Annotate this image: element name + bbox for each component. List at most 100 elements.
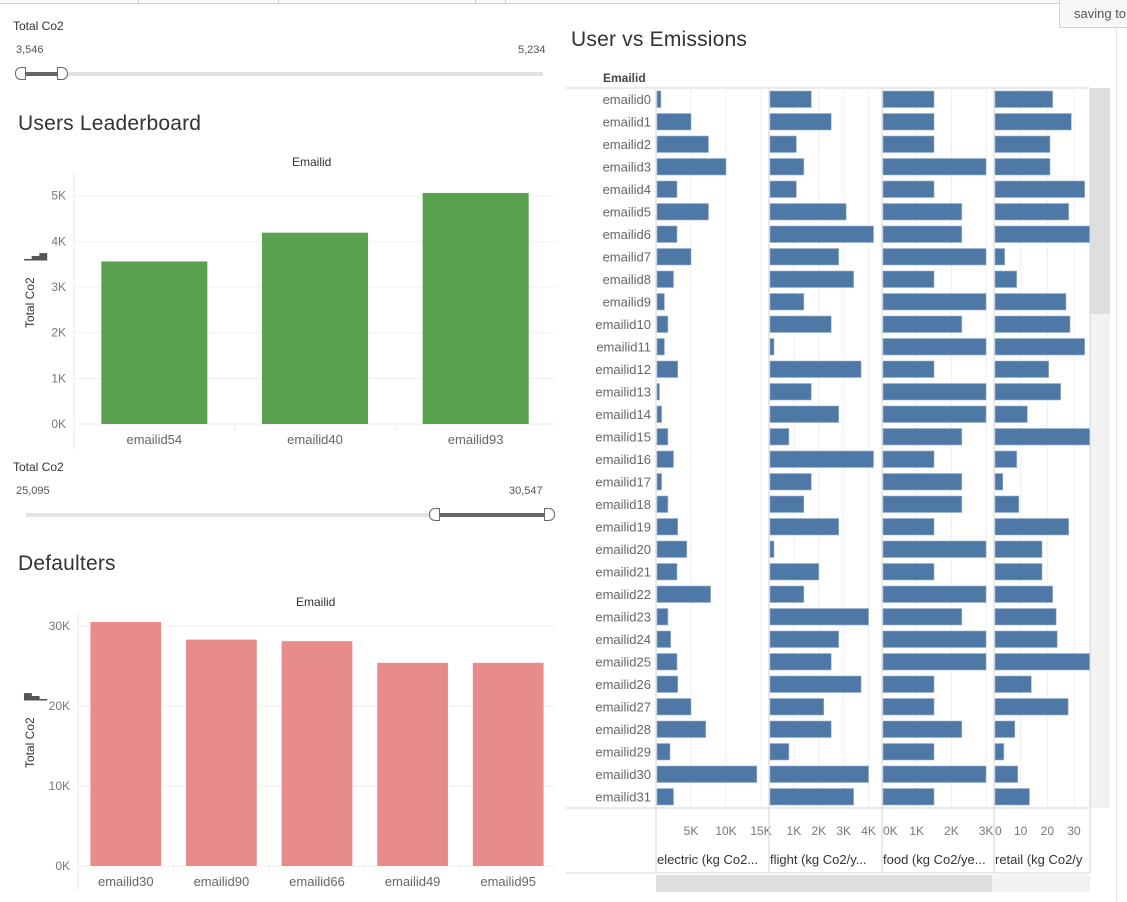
bar-emailid27-0 — [656, 698, 692, 716]
range-slider-track[interactable] — [20, 72, 543, 76]
x-tick-label: 30 — [1067, 824, 1081, 838]
bar-emailid10-3 — [994, 315, 1071, 333]
bar-emailid31-0 — [656, 788, 674, 806]
x-tick-label: emailid66 — [289, 874, 345, 889]
defaulters-chart: 0K 10K 20K 30K emailid30 emailid90 emailid66 em… — [49, 612, 556, 891]
row-label: emailid22 — [595, 587, 651, 602]
x-tick-label: 2K — [944, 824, 959, 838]
bar-emailid19-3 — [994, 518, 1069, 536]
toolbar-divider — [505, 0, 506, 4]
bar-emailid9-2 — [882, 293, 987, 311]
bar-emailid11-2 — [882, 338, 987, 356]
defaulters-title: Defaulters — [18, 552, 116, 575]
bar-emailid31-3 — [994, 788, 1030, 806]
bar-emailid15-3 — [994, 428, 1091, 446]
y-tick-label: 0K — [55, 859, 70, 873]
bar-emailid16-1 — [769, 450, 874, 468]
x-tick-label: emailid90 — [194, 874, 250, 889]
bar-emailid18-0 — [656, 495, 669, 513]
bar-emailid20-0 — [656, 540, 688, 558]
bar-emailid3-0 — [656, 158, 727, 176]
user-vs-emissions-title: User vs Emissions — [571, 28, 748, 51]
range-slider-track[interactable] — [26, 513, 549, 517]
bar-emailid2-2 — [882, 135, 935, 153]
x-tick-label: 1K — [909, 824, 924, 838]
bar-emailid8-0 — [656, 270, 674, 288]
bar-emailid2-1 — [769, 135, 797, 153]
bar-emailid24-2 — [882, 630, 987, 648]
row-label: emailid15 — [595, 430, 651, 445]
bar-emailid21-2 — [882, 563, 935, 581]
row-label: emailid6 — [603, 227, 651, 242]
row-label: emailid24 — [595, 632, 651, 647]
bar-emailid13-3 — [994, 383, 1061, 401]
bar-emailid10-0 — [656, 315, 669, 333]
range-slider-max-handle[interactable] — [56, 67, 68, 80]
row-label: emailid16 — [595, 452, 651, 467]
bar-emailid93 — [422, 192, 529, 424]
bar-emailid29-2 — [882, 743, 935, 761]
bar-emailid8-2 — [882, 270, 935, 288]
bar-emailid7-2 — [882, 248, 987, 266]
bar-emailid18-1 — [769, 495, 805, 513]
bar-emailid25-0 — [656, 653, 678, 671]
y-tick-label: 20K — [49, 699, 70, 713]
range-slider-selection — [20, 72, 62, 76]
range-slider-max-handle[interactable] — [544, 508, 555, 521]
bar-emailid24-0 — [656, 630, 671, 648]
bar-emailid17-3 — [994, 473, 1004, 491]
row-label: emailid31 — [595, 790, 651, 805]
row-header-emailid: Emailid — [603, 71, 646, 85]
row-label: emailid14 — [595, 407, 651, 422]
range-slider-min-handle[interactable] — [15, 67, 26, 80]
row-label: emailid3 — [603, 160, 651, 175]
bar-emailid18-2 — [882, 495, 963, 513]
bar-emailid27-1 — [769, 698, 825, 716]
y-tick-label: 2K — [51, 326, 66, 340]
x-tick-label: 20 — [1041, 824, 1055, 838]
bar-emailid6-2 — [882, 225, 963, 243]
bar-emailid1-2 — [882, 113, 935, 131]
bar-emailid14-1 — [769, 405, 839, 423]
sort-icon[interactable]: ▅▃▁ — [24, 690, 48, 701]
horizontal-scrollbar-thumb[interactable] — [656, 875, 992, 892]
sort-icon[interactable]: ▁▃▅ — [24, 250, 48, 261]
bar-emailid10-1 — [769, 315, 832, 333]
bar-emailid16-0 — [656, 450, 674, 468]
x-tick-label: 10 — [1014, 824, 1028, 838]
bar-emailid49 — [377, 662, 448, 866]
bar-emailid17-2 — [882, 473, 963, 491]
toolbar-divider — [278, 0, 279, 4]
bar-emailid20-1 — [769, 540, 775, 558]
bar-emailid23-0 — [656, 608, 669, 626]
defaulters-x-header: Emailid — [296, 595, 336, 609]
x-tick-label: emailid49 — [385, 874, 441, 889]
bar-emailid30-3 — [994, 765, 1019, 783]
row-label: emailid23 — [595, 610, 651, 625]
bar-emailid29-1 — [769, 743, 790, 761]
x-tick-label: 3K — [979, 824, 994, 838]
bar-emailid0-0 — [656, 90, 662, 108]
bar-emailid9-1 — [769, 293, 805, 311]
range-slider-min-handle[interactable] — [428, 508, 440, 521]
x-tick-label: 4K — [861, 824, 876, 838]
x-tick-label: 3K — [836, 824, 851, 838]
bar-emailid28-0 — [656, 720, 707, 738]
bar-emailid13-2 — [882, 383, 987, 401]
bar-emailid26-0 — [656, 675, 679, 693]
bar-emailid2-0 — [656, 135, 709, 153]
bar-emailid0-3 — [994, 90, 1053, 108]
bar-emailid7-0 — [656, 248, 692, 266]
row-label: emailid8 — [603, 272, 651, 287]
filter-max-value: 5,234 — [518, 44, 546, 56]
bar-emailid14-3 — [994, 405, 1028, 423]
bar-emailid9-3 — [994, 293, 1067, 311]
bar-emailid6-1 — [769, 225, 874, 243]
bar-emailid25-1 — [769, 653, 832, 671]
bar-emailid26-2 — [882, 675, 935, 693]
vertical-scrollbar-thumb[interactable] — [1090, 88, 1110, 314]
bar-emailid25-3 — [994, 653, 1091, 671]
bar-emailid4-3 — [994, 180, 1085, 198]
row-label: emailid18 — [595, 497, 651, 512]
bar-emailid14-2 — [882, 405, 987, 423]
